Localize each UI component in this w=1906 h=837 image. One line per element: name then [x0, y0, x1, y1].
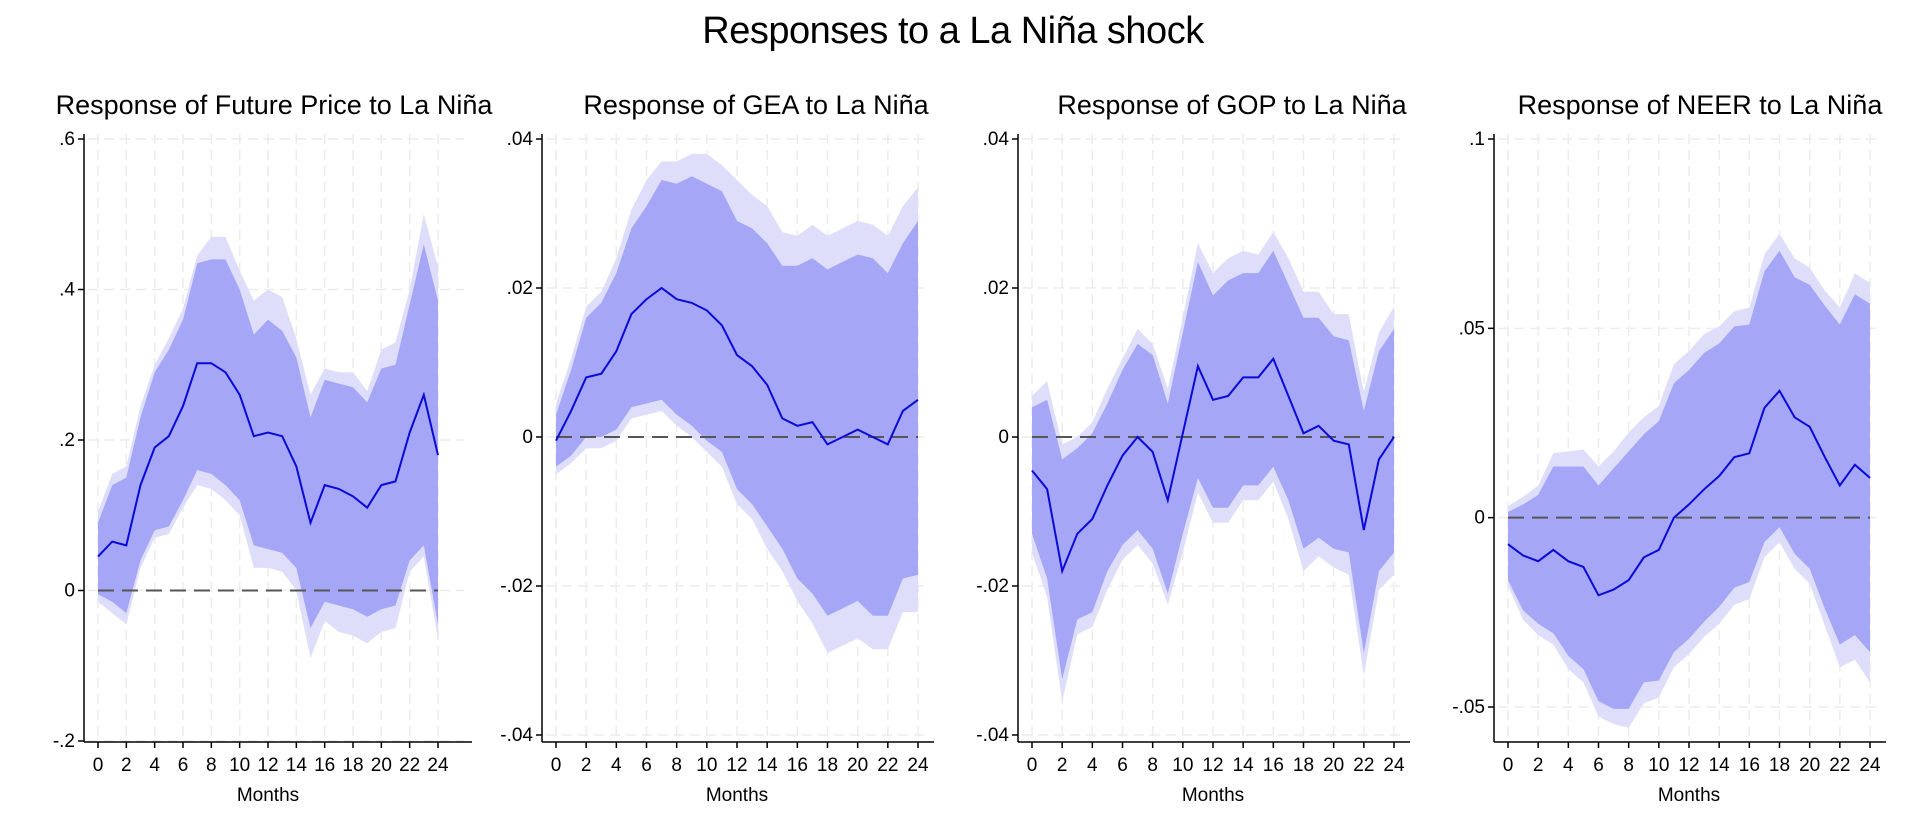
y-tick-label: .4	[59, 280, 75, 301]
x-axis-title: Months	[706, 785, 768, 806]
chart-gea: Response of GEA to La Niña -.04 -.02 0 .02 .0…	[500, 90, 934, 806]
x-tick-label: 24	[1383, 755, 1405, 776]
x-tick-label: 8	[1623, 755, 1634, 776]
confidence-band-68	[556, 176, 918, 616]
x-tick-label: 2	[121, 755, 132, 776]
response-line	[97, 362, 439, 558]
panel-title: Response of GEA to La Niña	[583, 90, 929, 120]
x-tick-label: 14	[1233, 755, 1255, 776]
x-tick-label: 14	[286, 755, 308, 776]
x-tick-label: 12	[726, 755, 747, 776]
x-tick-label: 22	[877, 755, 898, 776]
response-line	[1031, 356, 1395, 575]
x-tick-label: 2	[581, 755, 592, 776]
y-tick-label: 0	[522, 427, 533, 448]
panel-title: Response of GOP to La Niña	[1057, 90, 1407, 120]
y-tick-label: -.02	[500, 576, 533, 597]
x-axis-title: Months	[237, 785, 299, 806]
x-tick-label: 6	[1117, 755, 1128, 776]
y-tick-label: -.02	[976, 576, 1009, 597]
x-tick-label: 16	[1263, 755, 1284, 776]
y-tick-label: .6	[59, 129, 75, 150]
x-tick-label: 0	[1503, 755, 1514, 776]
response-line	[555, 286, 919, 446]
x-tick-label: 16	[314, 755, 335, 776]
y-tick-label: 0	[64, 581, 75, 602]
x-tick-label: 20	[1323, 755, 1344, 776]
x-tick-label: 4	[1087, 755, 1098, 776]
y-tick-label: .02	[983, 278, 1009, 299]
y-tick-label: -.05	[1452, 697, 1485, 718]
y-tick-label: .02	[507, 278, 533, 299]
x-tick-label: 12	[1678, 755, 1699, 776]
x-tick-label: 10	[229, 755, 250, 776]
y-tick-label: .05	[1459, 318, 1485, 339]
x-tick-label: 8	[206, 755, 217, 776]
x-tick-label: 22	[1829, 755, 1850, 776]
x-tick-label: 12	[1202, 755, 1223, 776]
y-tick-label: 0	[998, 427, 1009, 448]
x-tick-label: 18	[817, 755, 838, 776]
x-tick-label: 10	[1172, 755, 1193, 776]
x-tick-label: 4	[1563, 755, 1574, 776]
x-tick-label: 0	[93, 755, 104, 776]
x-tick-label: 4	[149, 755, 160, 776]
y-tick-label: .2	[59, 430, 75, 451]
x-tick-label: 4	[611, 755, 622, 776]
panel-title: Response of NEER to La Niña	[1518, 90, 1884, 120]
chart-gop: Response of GOP to La Niña -.04 -.02 0 .02 .0…	[976, 90, 1410, 806]
x-tick-label: 6	[178, 755, 189, 776]
x-tick-label: 8	[671, 755, 682, 776]
x-tick-label: 22	[399, 755, 420, 776]
x-tick-label: 2	[1533, 755, 1544, 776]
y-tick-label: -.2	[53, 731, 75, 752]
confidence-band-68	[98, 244, 438, 629]
x-tick-label: 18	[342, 755, 363, 776]
x-tick-label: 18	[1769, 755, 1790, 776]
x-tick-label: 18	[1293, 755, 1314, 776]
x-tick-label: 16	[787, 755, 808, 776]
chart-panel-gea: Response of GEA to La Niña -.04 -.02 0 .02 .0…	[476, 80, 952, 837]
x-tick-label: 24	[1859, 755, 1881, 776]
y-tick-label: 0	[1474, 508, 1485, 529]
x-tick-label: 24	[907, 755, 929, 776]
y-tick-label: -.04	[976, 725, 1009, 746]
x-tick-label: 14	[1709, 755, 1731, 776]
chart-neer: Response of NEER to La Niña-.050.05.10 2 4…	[1452, 90, 1886, 806]
panel-title: Response of Future Price to La Niña	[56, 90, 494, 120]
chart-panel-gop: Response of GOP to La Niña -.04 -.02 0 .02 .0…	[952, 80, 1428, 837]
main-title: Responses to a La Niña shock	[702, 10, 1204, 52]
chart-panel-neer: Response of NEER to La Niña -.05 0.05.1 0 2 4…	[1428, 80, 1904, 837]
x-tick-label: 0	[551, 755, 562, 776]
confidence-band-68	[1032, 250, 1394, 680]
x-tick-label: 0	[1027, 755, 1038, 776]
chart-panel-future-price: Response of Future Price to La Niña -.2 0.…	[0, 80, 494, 837]
x-tick-label: 16	[1739, 755, 1760, 776]
x-tick-label: 20	[371, 755, 392, 776]
y-tick-label: .04	[507, 129, 534, 150]
chart-future-price: Response of Future Price to La Niña -.2 0.…	[53, 90, 494, 806]
x-tick-label: 14	[757, 755, 779, 776]
x-tick-label: 20	[1799, 755, 1820, 776]
y-tick-label: .1	[1469, 129, 1485, 150]
x-tick-label: 22	[1353, 755, 1374, 776]
x-tick-label: 10	[696, 755, 717, 776]
x-tick-label: 2	[1057, 755, 1068, 776]
x-tick-label: 20	[847, 755, 868, 776]
x-tick-label: 10	[1648, 755, 1669, 776]
x-tick-label: 12	[257, 755, 278, 776]
x-tick-label: 6	[641, 755, 652, 776]
y-tick-label: .04	[983, 129, 1010, 150]
x-tick-label: 8	[1147, 755, 1158, 776]
x-tick-label: 6	[1593, 755, 1604, 776]
y-tick-label: -.04	[500, 725, 533, 746]
response-line	[1507, 389, 1871, 597]
x-tick-label: 24	[427, 755, 449, 776]
x-axis-title: Months	[1182, 785, 1244, 806]
x-axis-title: Months	[1658, 785, 1720, 806]
